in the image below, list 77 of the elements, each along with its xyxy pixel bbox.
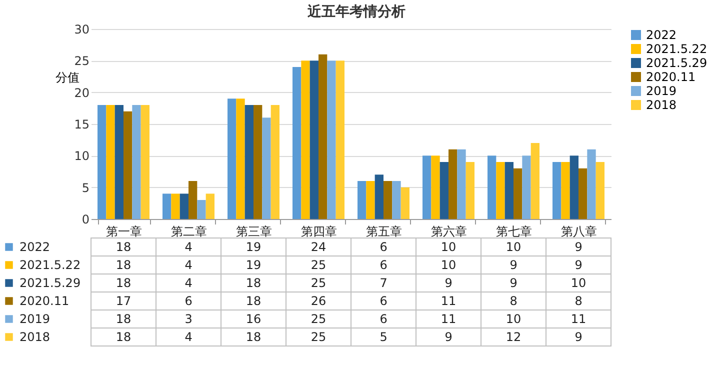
- data-label: 6: [184, 294, 192, 308]
- text: 2018: [20, 330, 50, 344]
- data-label: 12: [506, 330, 522, 344]
- data-label: 6: [380, 240, 388, 254]
- x-tick-label: 第四章: [301, 224, 337, 238]
- data-label: 6: [380, 312, 388, 326]
- legend-label: 2021.5.29: [20, 276, 81, 290]
- legend-label: 2020.11: [646, 70, 696, 84]
- data-label: 4: [184, 240, 192, 254]
- y-tick-label: 25: [74, 54, 90, 68]
- data-label: 11: [570, 312, 586, 326]
- data-label: 9: [444, 276, 452, 290]
- x-tick-label: 第八章: [561, 224, 597, 238]
- data-label: 18: [116, 312, 132, 326]
- data-label: 18: [116, 330, 132, 344]
- data-label: 25: [310, 330, 326, 344]
- x-tick-label: 第三章: [236, 224, 272, 238]
- data-label: 8: [574, 294, 582, 308]
- data-label: 9: [574, 258, 582, 272]
- data-label: 9: [444, 330, 452, 344]
- data-label: 10: [440, 258, 456, 272]
- data-label: 25: [310, 258, 326, 272]
- data-label: 16: [246, 312, 262, 326]
- data-label: 7: [380, 276, 388, 290]
- legend-label: 2022: [20, 240, 50, 254]
- y-tick-label: 5: [82, 180, 90, 195]
- data-label: 10: [506, 240, 522, 254]
- y-tick-label: 30: [74, 22, 90, 36]
- data-label: 11: [440, 312, 456, 326]
- legend-label: 2018: [646, 98, 677, 112]
- text: 2019: [20, 312, 50, 326]
- text: 2020.11: [20, 294, 70, 308]
- data-label: 18: [116, 240, 132, 254]
- data-label: 19: [246, 240, 262, 254]
- data-label: 25: [310, 312, 326, 326]
- chart-title: 近五年考情分析: [306, 3, 406, 20]
- data-label: 10: [440, 240, 456, 254]
- data-label: 18: [246, 294, 262, 308]
- data-label: 24: [310, 240, 326, 254]
- text: 2022: [646, 28, 677, 42]
- data-label: 26: [310, 294, 326, 308]
- data-label: 9: [574, 330, 582, 344]
- y-tick-label: 10: [74, 149, 90, 164]
- legend-label: 2019: [646, 84, 677, 98]
- text: 2021.5.29: [646, 56, 708, 70]
- data-label: 11: [440, 294, 456, 308]
- data-label: 5: [380, 330, 388, 344]
- data-label: 4: [184, 276, 192, 290]
- data-label: 4: [184, 258, 192, 272]
- data-label: 25: [310, 276, 326, 290]
- y-tick-label: 15: [74, 118, 90, 132]
- x-tick-label: 第六章: [431, 224, 467, 238]
- text: 2021.5.22: [646, 42, 708, 56]
- data-label: 10: [506, 312, 522, 326]
- data-label: 9: [574, 240, 582, 254]
- data-label: 18: [116, 276, 132, 290]
- data-label: 18: [246, 276, 262, 290]
- data-label: 4: [184, 330, 192, 344]
- y-tick-label: 20: [74, 86, 90, 100]
- x-tick-label: 第五章: [366, 224, 402, 238]
- data-label: 3: [184, 312, 192, 326]
- data-label: 19: [246, 258, 262, 272]
- data-label: 18: [246, 330, 262, 344]
- data-label: 6: [380, 258, 388, 272]
- x-tick-label: 第七章: [496, 224, 532, 238]
- data-label: 9: [510, 258, 518, 272]
- data-label: 8: [510, 294, 518, 308]
- x-tick-label: 第二章: [171, 224, 207, 238]
- y-tick-label: 0: [82, 212, 90, 226]
- data-label: 18: [116, 258, 132, 272]
- data-label: 17: [116, 294, 132, 308]
- data-label: 10: [570, 276, 586, 290]
- x-tick-label: 第一章: [106, 224, 142, 238]
- legend-label: 2021.5.22: [20, 258, 81, 272]
- data-label: 6: [380, 294, 388, 308]
- data-label: 9: [510, 276, 518, 290]
- y-axis-title: 分值: [56, 70, 80, 84]
